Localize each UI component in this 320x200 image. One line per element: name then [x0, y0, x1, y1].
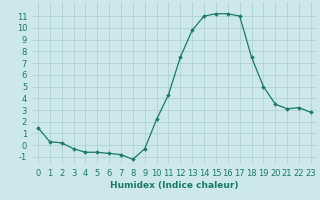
X-axis label: Humidex (Indice chaleur): Humidex (Indice chaleur)	[110, 181, 239, 190]
